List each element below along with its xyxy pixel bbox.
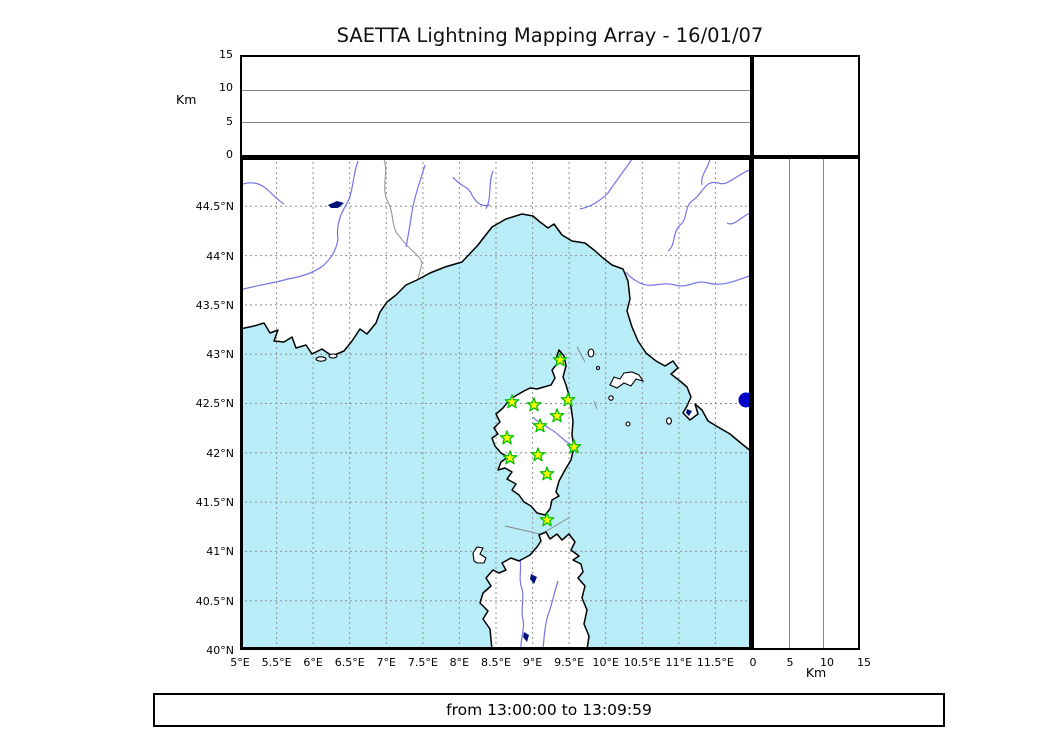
lakes <box>328 201 692 642</box>
lon-tick-label: 7.5°E <box>407 656 438 669</box>
station-star-marker <box>560 392 576 407</box>
alt-gridline-10km <box>242 89 750 91</box>
hyeres-island-1 <box>315 356 327 362</box>
station-star-marker <box>549 408 565 423</box>
alt-gridline-5km <box>788 159 790 648</box>
right-alt-tick-label: 5 <box>786 656 794 669</box>
time-range-box: from 13:00:00 to 13:09:59 <box>153 693 945 727</box>
right-alt-axis-label: Km <box>805 665 827 680</box>
markers-layer <box>499 352 752 527</box>
alt-axis-label: Km <box>176 92 197 107</box>
time-range-label: from 13:00:00 to 13:09:59 <box>446 701 652 719</box>
right-alt-tick-label: 15 <box>857 656 871 669</box>
lon-tick-label: 5°E <box>230 656 250 669</box>
lat-tick-label: 41°N <box>206 545 234 559</box>
lat-tick-label: 43°N <box>206 348 234 362</box>
lat-tick-label: 42.5°N <box>195 397 234 411</box>
lat-tick-label: 40.5°N <box>195 594 234 608</box>
lon-tick-label: 8°E <box>449 656 470 669</box>
map-canvas <box>240 157 752 650</box>
elba-island <box>609 371 645 389</box>
rivers <box>240 158 752 650</box>
right-alt-tick-label: 10 <box>820 656 834 669</box>
lon-tick-label: 11.5°E <box>696 656 734 669</box>
lightning-point-marker <box>738 392 752 408</box>
stats-corner-panel <box>752 55 860 157</box>
station-star-marker <box>530 447 546 462</box>
lon-tick-label: 9.5°E <box>554 656 585 669</box>
lon-tick-label: 9°E <box>522 656 543 669</box>
station-star-marker <box>539 466 555 481</box>
figure-title: SAETTA Lightning Mapping Array - 16/01/0… <box>336 24 764 47</box>
lon-tick-label: 10.5°E <box>623 656 661 669</box>
altitude-latitude-panel <box>752 157 860 650</box>
station-star-marker <box>552 352 568 367</box>
capraia-island <box>587 348 595 358</box>
lat-tick-label: 42°N <box>206 446 234 460</box>
small-islands <box>315 348 672 564</box>
lat-tick-label: 44.5°N <box>195 200 234 214</box>
lon-tick-label: 8.5°E <box>481 656 511 669</box>
lat-tick-label: 43.5°N <box>195 298 234 312</box>
lon-tick-label: 5.5°E <box>261 656 292 669</box>
lon-tick-label: 7°E <box>376 656 396 669</box>
pianosa-island <box>608 395 614 401</box>
alt-tick-label: 0 <box>226 147 233 161</box>
alt-gridline-10km <box>823 159 825 648</box>
station-star-marker <box>526 397 542 412</box>
alt-tick-label: 15 <box>219 48 233 61</box>
station-star-marker <box>504 394 520 409</box>
islet <box>595 365 601 371</box>
france-italy-border <box>382 157 423 280</box>
alt-tick-label: 5 <box>226 114 233 128</box>
lon-tick-label: 6.5°E <box>334 656 365 669</box>
montecristo-island <box>625 421 631 427</box>
alt-gridline-5km <box>242 122 750 124</box>
map-frame <box>240 157 752 650</box>
coastlines <box>240 213 752 650</box>
station-star-marker <box>502 450 518 465</box>
sardinia-land <box>480 532 589 650</box>
lat-tick-label: 41.5°N <box>195 496 234 509</box>
lat-tick-label: 40°N <box>206 643 234 657</box>
map-panel <box>240 157 752 650</box>
giglio-island <box>666 417 672 425</box>
boundary-segments <box>504 346 598 535</box>
station-star-marker <box>539 512 555 527</box>
altitude-longitude-panel <box>240 55 752 157</box>
station-star-marker <box>532 418 548 433</box>
lon-tick-label: 10°E <box>592 656 619 669</box>
asinara-island <box>472 546 487 564</box>
right-alt-tick-label: 0 <box>749 656 757 669</box>
lon-tick-label: 11°E <box>665 656 693 669</box>
alt-tick-label: 10 <box>219 81 233 95</box>
hyeres-island-2 <box>328 353 338 359</box>
lon-tick-label: 6°E <box>303 656 323 669</box>
lat-tick-label: 44°N <box>206 249 234 263</box>
station-star-marker <box>499 430 515 445</box>
station-star-marker <box>566 439 582 454</box>
